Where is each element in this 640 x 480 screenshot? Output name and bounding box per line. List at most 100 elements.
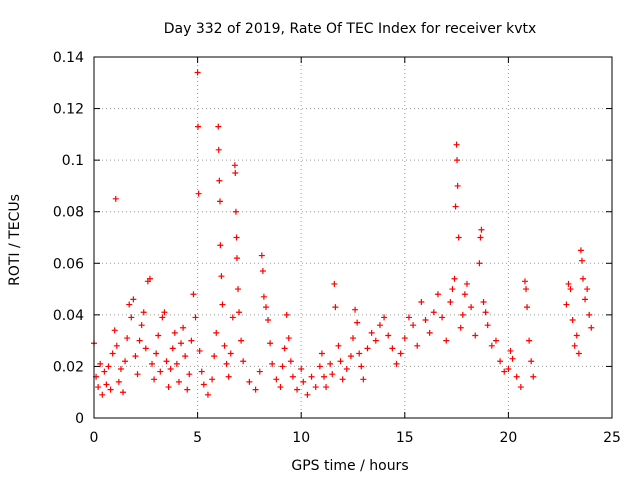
data-point: [507, 347, 514, 354]
data-point: [281, 345, 288, 352]
data-point: [335, 342, 342, 349]
data-point: [329, 371, 336, 378]
data-point: [356, 350, 363, 357]
data-point: [233, 255, 240, 262]
x-tick-label: 25: [603, 430, 621, 446]
data-point: [140, 309, 147, 316]
data-point: [332, 304, 339, 311]
data-point: [372, 337, 379, 344]
data-point: [364, 345, 371, 352]
data-point: [567, 286, 574, 293]
y-tick-label: 0.04: [53, 308, 84, 324]
data-point: [501, 368, 508, 375]
data-point: [209, 376, 216, 383]
data-point: [180, 324, 187, 331]
data-point: [578, 257, 585, 264]
data-point: [488, 342, 495, 349]
data-point: [327, 360, 334, 367]
data-point: [188, 337, 195, 344]
data-point: [213, 329, 220, 336]
data-point: [277, 384, 284, 391]
data-point: [439, 314, 446, 321]
data-point: [443, 337, 450, 344]
data-point: [505, 366, 512, 373]
data-point: [171, 329, 178, 336]
data-point: [523, 286, 530, 293]
x-tick-label: 0: [90, 430, 99, 446]
data-point: [521, 278, 528, 285]
data-point: [454, 157, 461, 164]
data-point: [233, 234, 240, 241]
data-points: [91, 69, 595, 398]
data-point: [565, 280, 572, 287]
data-point: [452, 203, 459, 210]
data-point: [586, 311, 593, 318]
plot-border: [93, 56, 613, 419]
data-point: [451, 275, 458, 282]
data-point: [468, 304, 475, 311]
data-point: [218, 273, 225, 280]
data-point: [260, 293, 267, 300]
y-tick-label: 0.08: [53, 205, 84, 221]
data-point: [513, 373, 520, 380]
data-point: [107, 386, 114, 393]
data-point: [167, 366, 174, 373]
data-point: [430, 309, 437, 316]
data-point: [200, 381, 207, 388]
data-point: [285, 335, 292, 342]
data-point: [195, 190, 202, 197]
data-point: [477, 234, 484, 241]
data-point: [190, 291, 197, 298]
data-point: [146, 275, 153, 282]
data-point: [173, 360, 180, 367]
data-point: [376, 322, 383, 329]
y-tick-label: 0.1: [62, 153, 84, 169]
data-point: [476, 260, 483, 267]
chart-title: Day 332 of 2019, Rate Of TEC Index for r…: [164, 21, 537, 37]
data-point: [453, 141, 460, 148]
data-point: [449, 286, 456, 293]
data-point: [221, 342, 228, 349]
data-point: [111, 327, 118, 334]
data-point: [117, 366, 124, 373]
data-point: [414, 342, 421, 349]
data-point: [300, 378, 307, 385]
data-point: [455, 234, 462, 241]
data-point: [262, 304, 269, 311]
data-point: [196, 347, 203, 354]
data-point: [138, 322, 145, 329]
data-point: [454, 182, 461, 189]
data-point: [401, 335, 408, 342]
data-point: [227, 350, 234, 357]
data-point: [526, 337, 533, 344]
data-point: [231, 162, 238, 169]
data-point: [120, 389, 127, 396]
data-point: [130, 296, 137, 303]
data-point: [354, 319, 361, 326]
data-point: [256, 368, 263, 375]
data-point: [136, 337, 143, 344]
data-point: [240, 358, 247, 365]
data-point: [128, 314, 135, 321]
data-point: [528, 358, 535, 365]
data-point: [182, 353, 189, 360]
data-point: [426, 329, 433, 336]
data-point: [175, 378, 182, 385]
data-point: [216, 177, 223, 184]
data-point: [381, 314, 388, 321]
data-point: [304, 391, 311, 398]
data-point: [422, 317, 429, 324]
data-point: [157, 368, 164, 375]
y-axis-label: ROTI / TECUs: [7, 194, 23, 286]
data-point: [235, 286, 242, 293]
data-point: [186, 371, 193, 378]
data-point: [215, 146, 222, 153]
data-point: [588, 324, 595, 331]
data-point: [385, 332, 392, 339]
data-point: [204, 391, 211, 398]
data-point: [405, 314, 412, 321]
data-point: [524, 304, 531, 311]
data-point: [287, 358, 294, 365]
